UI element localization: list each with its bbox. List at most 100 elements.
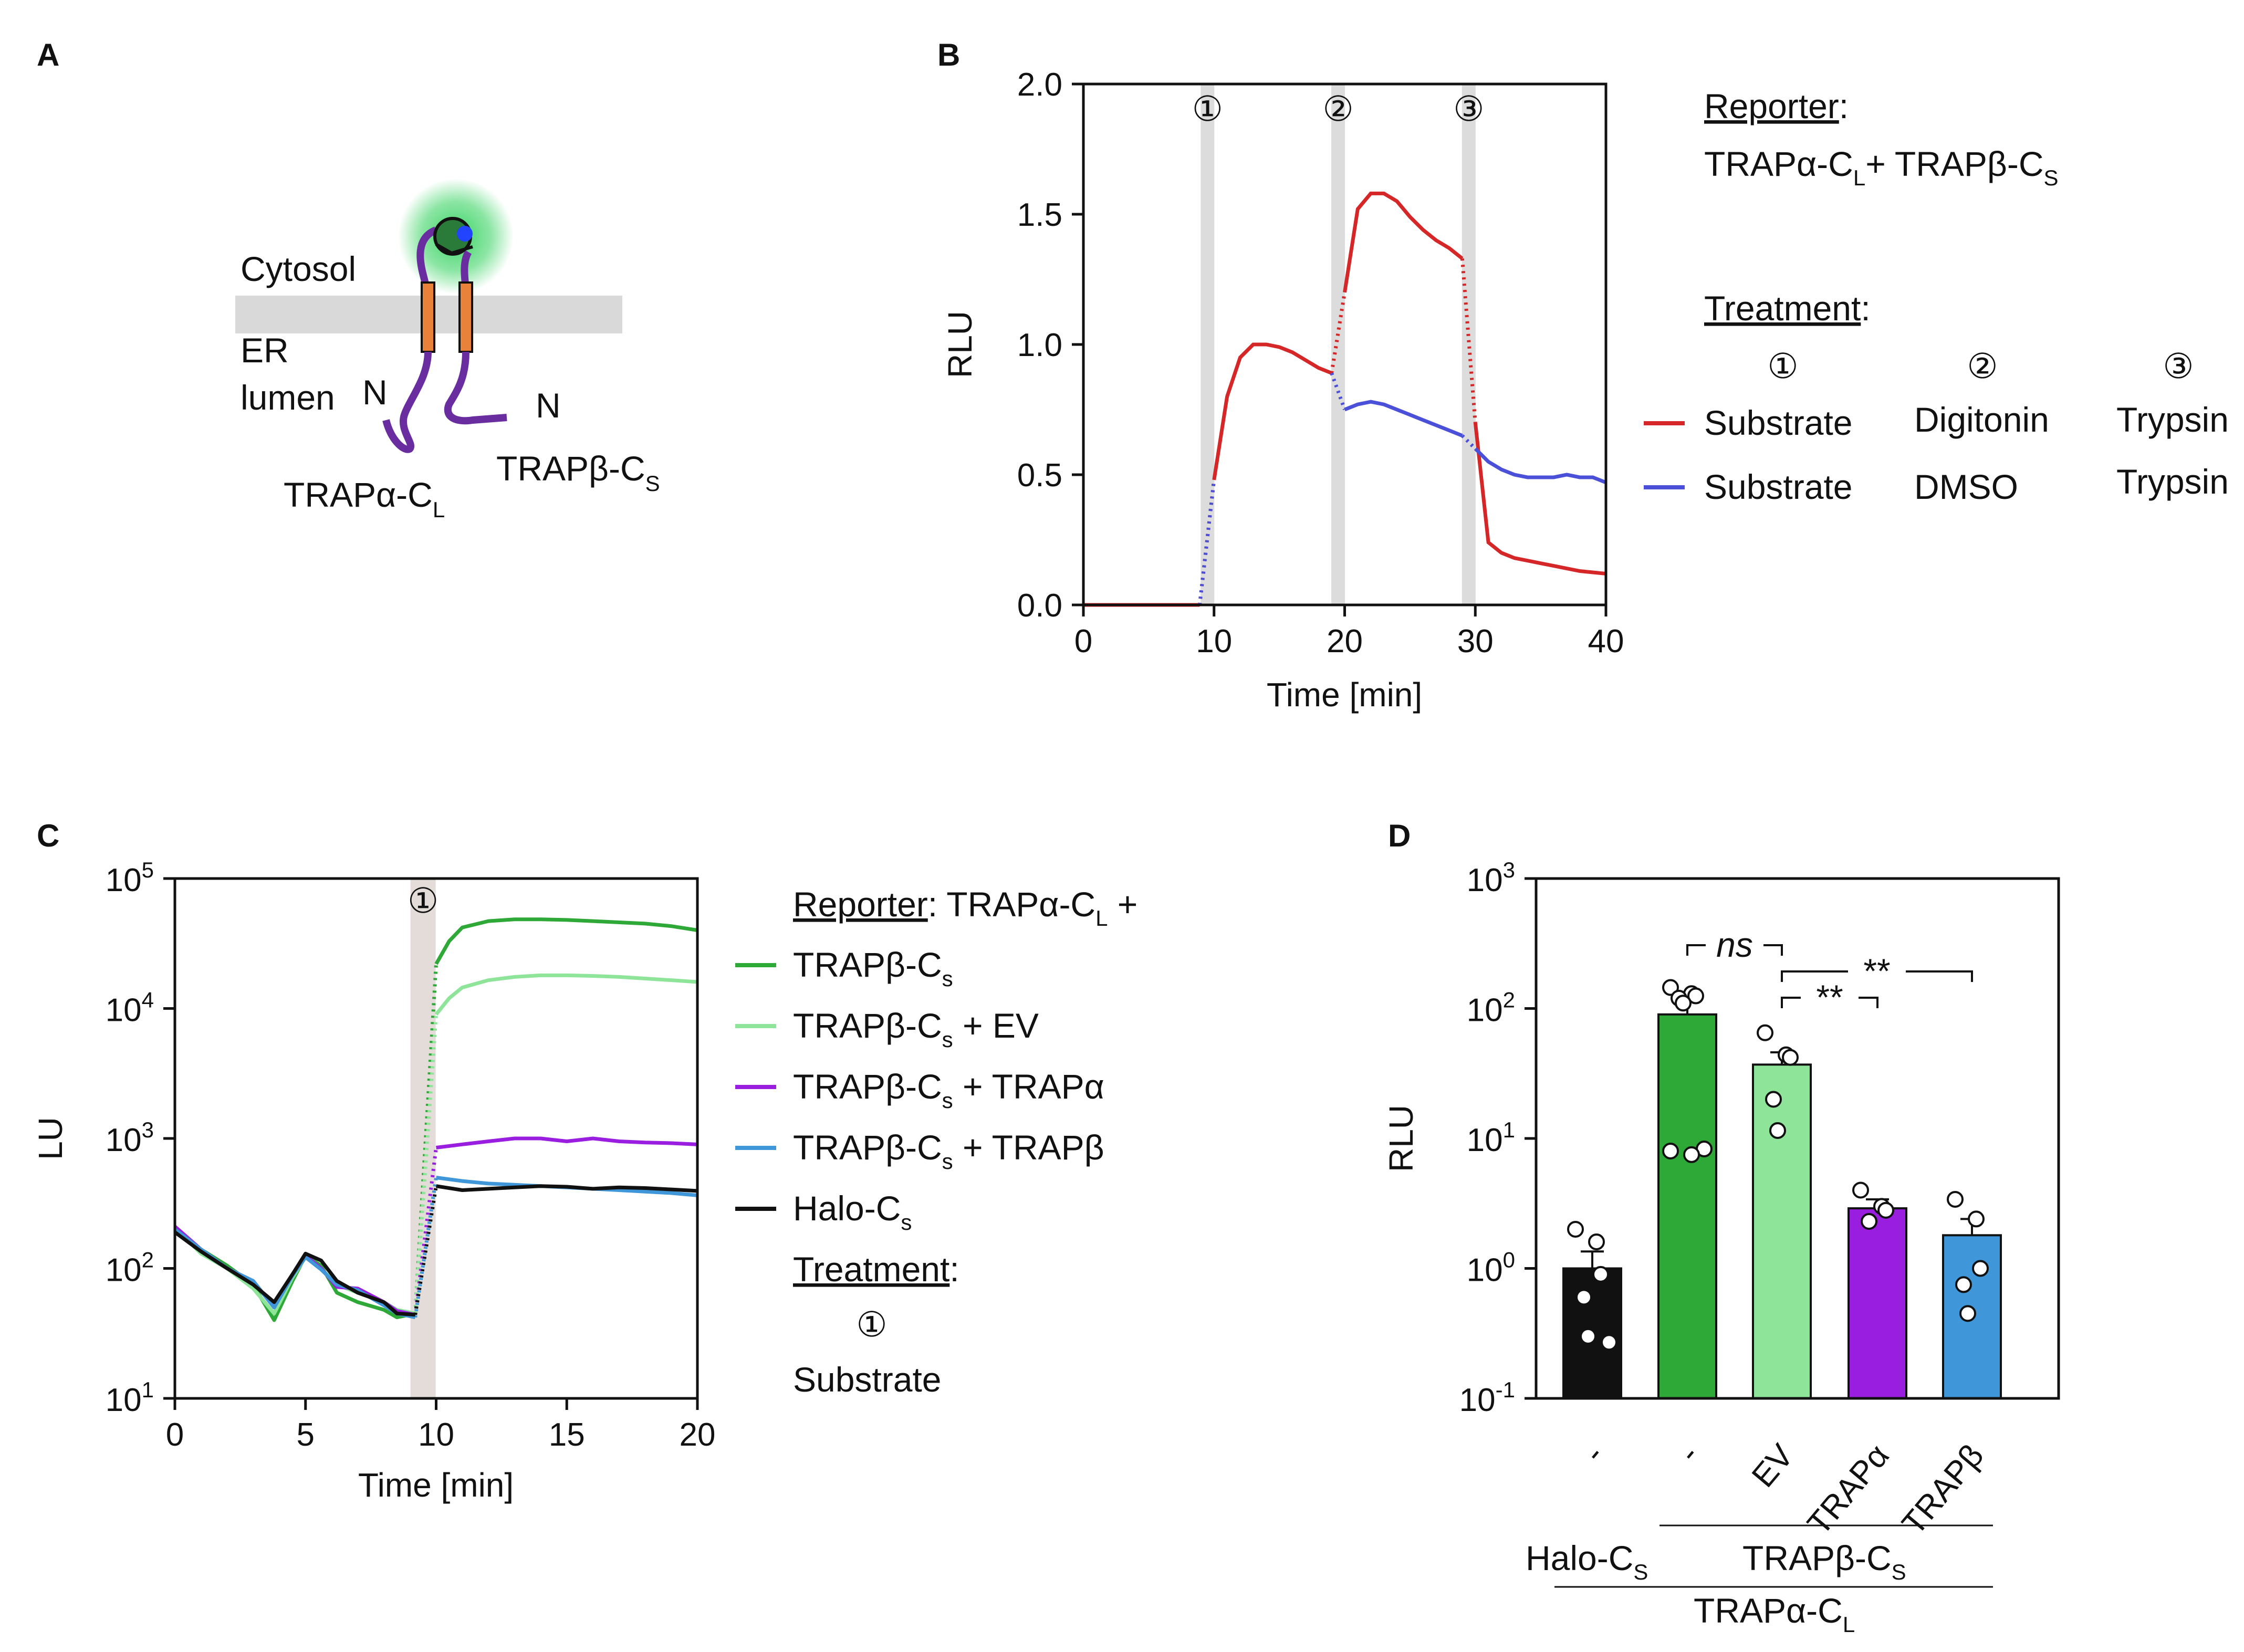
series-blue-jump-1	[1197, 479, 1216, 605]
n-terminus-trapb: N	[536, 386, 561, 425]
treatment-value: Substrate	[793, 1360, 942, 1399]
legend-sub: s	[942, 966, 953, 991]
legend-sub: s	[942, 1027, 953, 1052]
legend-main: TRAPβ-C	[793, 945, 942, 984]
treatment-symbol: ①	[856, 1305, 887, 1344]
y-tick-label: 103	[106, 1117, 154, 1158]
y-tick-exp: 2	[142, 1248, 154, 1272]
data-point	[1955, 1276, 1972, 1293]
data-point	[1769, 1122, 1786, 1139]
series-4-jump	[413, 1186, 438, 1315]
y-tick-exp: 1	[1503, 1117, 1515, 1142]
y-axis-title: LU	[32, 1117, 69, 1160]
series-red-jump-2	[1330, 292, 1347, 374]
reporter-plus: +	[1108, 885, 1137, 924]
y-ticks: 101 102 103 104 105	[106, 858, 175, 1418]
treatment-colon: :	[1861, 289, 1870, 328]
y-tick-exp: 1	[142, 1377, 154, 1402]
x-tick-label: 30	[1457, 623, 1494, 660]
category-label: -	[1672, 1438, 1706, 1469]
y-tick-base: 10	[106, 1382, 142, 1418]
y-tick-label: 101	[1467, 1117, 1515, 1158]
y-tick-base: 10	[1467, 862, 1503, 898]
treatment-window-2	[1331, 84, 1345, 605]
data-point	[1757, 1024, 1773, 1041]
x-tick-label: 5	[297, 1417, 315, 1453]
x-axis-title: Time [min]	[358, 1466, 514, 1504]
series-4-post	[435, 1184, 698, 1193]
trapa-label: TRAPα-CL	[284, 475, 445, 522]
data-point	[1852, 1182, 1869, 1199]
y-tick-base: 10	[106, 1252, 142, 1289]
panel-a: A Cytosol ER lumen N N TRAPα-CL TRAPβ-CS	[37, 37, 660, 522]
sig-ev-trapa: **	[1816, 978, 1843, 1017]
bracket-right	[1763, 944, 1783, 956]
panel-letter-b: B	[937, 37, 960, 72]
y-ticks: 0.0 0.5 1.0 1.5 2.0	[1017, 67, 1083, 624]
lumen-label: lumen	[241, 378, 335, 417]
reporter-part-1: TRAPα-C	[1704, 144, 1853, 183]
reporter-title-text: Reporter	[1704, 87, 1839, 126]
linker	[435, 243, 473, 255]
significance-brackets: ns ** **	[1686, 925, 1973, 1017]
legend-sub: s	[942, 1088, 953, 1113]
row-1-trypsin: Trypsin	[2116, 400, 2229, 439]
group-halo-main: Halo-C	[1526, 1539, 1633, 1577]
data-point	[1861, 1212, 1877, 1230]
panel-letter-d: D	[1388, 818, 1411, 853]
data-point	[1575, 1289, 1592, 1306]
series-group	[173, 917, 698, 1322]
treatment-line: Treatment:	[793, 1250, 959, 1289]
category-label: EV	[1745, 1437, 1801, 1494]
treatment-marker-2: ②	[1322, 89, 1353, 128]
legend-sub: s	[942, 1149, 953, 1174]
treatment-title-text: Treatment	[1704, 289, 1861, 328]
legend-main: TRAPβ-C	[793, 1006, 942, 1045]
group-halo: Halo-CS	[1526, 1539, 1648, 1584]
x-tick-label: 15	[549, 1417, 585, 1453]
reporter-text: : TRAPα-C	[928, 885, 1095, 924]
y-tick-base: 10	[106, 1122, 142, 1158]
reporter-sub-2: S	[2044, 165, 2059, 190]
treatment-windows	[1201, 84, 1476, 605]
series-red-jump-3	[1460, 258, 1477, 423]
tm-helix-trapb	[458, 281, 473, 353]
trapb-label: TRAPβ-CS	[496, 449, 660, 496]
y-axis-title: RLU	[941, 311, 979, 378]
group-halo-sub: S	[1633, 1560, 1648, 1584]
sig-ns: ns	[1716, 925, 1753, 964]
row-2-dmso: DMSO	[1914, 467, 2018, 506]
panel-letter-a: A	[37, 37, 59, 72]
trapb-label-main: TRAPβ-C	[496, 449, 645, 488]
y-tick-exp: 2	[1503, 988, 1515, 1012]
data-point	[1588, 1233, 1605, 1250]
bracket-left	[1781, 970, 1848, 982]
reporter-sub: L	[1095, 906, 1108, 930]
panel-b: B ① ② ③ 0 10 20 30 40 0.0 0.5 1.0 1.5 2.…	[937, 37, 2229, 714]
y-tick-label: 100	[1467, 1248, 1515, 1289]
data-point	[1782, 1049, 1799, 1066]
bracket-right	[1859, 997, 1878, 1008]
bars-group	[1562, 979, 2002, 1400]
x-ticks: 0 10 20 30 40	[1074, 605, 1624, 660]
series-blue-phase-2	[1344, 400, 1463, 437]
sig-ev-trapb: **	[1863, 952, 1890, 990]
treatment-title: Treatment	[793, 1250, 949, 1289]
treatment-window-1	[1201, 84, 1215, 605]
n-terminus-trapa: N	[362, 373, 388, 412]
plot-frame	[173, 877, 699, 1400]
treatment-marker-1: ①	[408, 881, 439, 920]
trapa-label-main: TRAPα-C	[284, 475, 433, 514]
data-point	[1687, 987, 1704, 1005]
row-1-digitonin: Digitonin	[1914, 400, 2049, 439]
tm-helix-trapa	[421, 281, 435, 353]
series-1-post	[434, 973, 698, 1016]
series-blue-phase-3	[1474, 447, 1607, 485]
group-trapb-sub: S	[1892, 1560, 1906, 1584]
reporter-sub-1: L	[1853, 165, 1865, 190]
data-point	[1662, 1142, 1679, 1159]
group-trapa-main: TRAPα-C	[1694, 1591, 1843, 1630]
legend-label-3: TRAPβ-Cs + TRAPβ	[793, 1128, 1104, 1174]
